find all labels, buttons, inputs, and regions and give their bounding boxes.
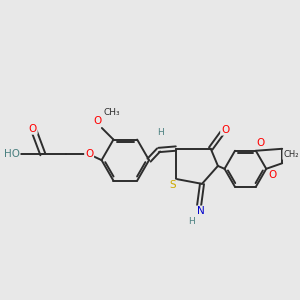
Text: CH₂: CH₂ bbox=[283, 150, 298, 159]
Text: O: O bbox=[256, 138, 265, 148]
Text: O: O bbox=[28, 124, 37, 134]
Text: O: O bbox=[268, 170, 277, 180]
Text: H: H bbox=[188, 217, 195, 226]
Text: O: O bbox=[93, 116, 102, 126]
Text: N: N bbox=[197, 206, 204, 216]
Text: O: O bbox=[221, 125, 229, 135]
Text: S: S bbox=[169, 180, 176, 190]
Text: HO: HO bbox=[4, 149, 20, 159]
Text: H: H bbox=[157, 128, 164, 136]
Text: CH₃: CH₃ bbox=[104, 108, 120, 117]
Text: O: O bbox=[85, 149, 93, 159]
